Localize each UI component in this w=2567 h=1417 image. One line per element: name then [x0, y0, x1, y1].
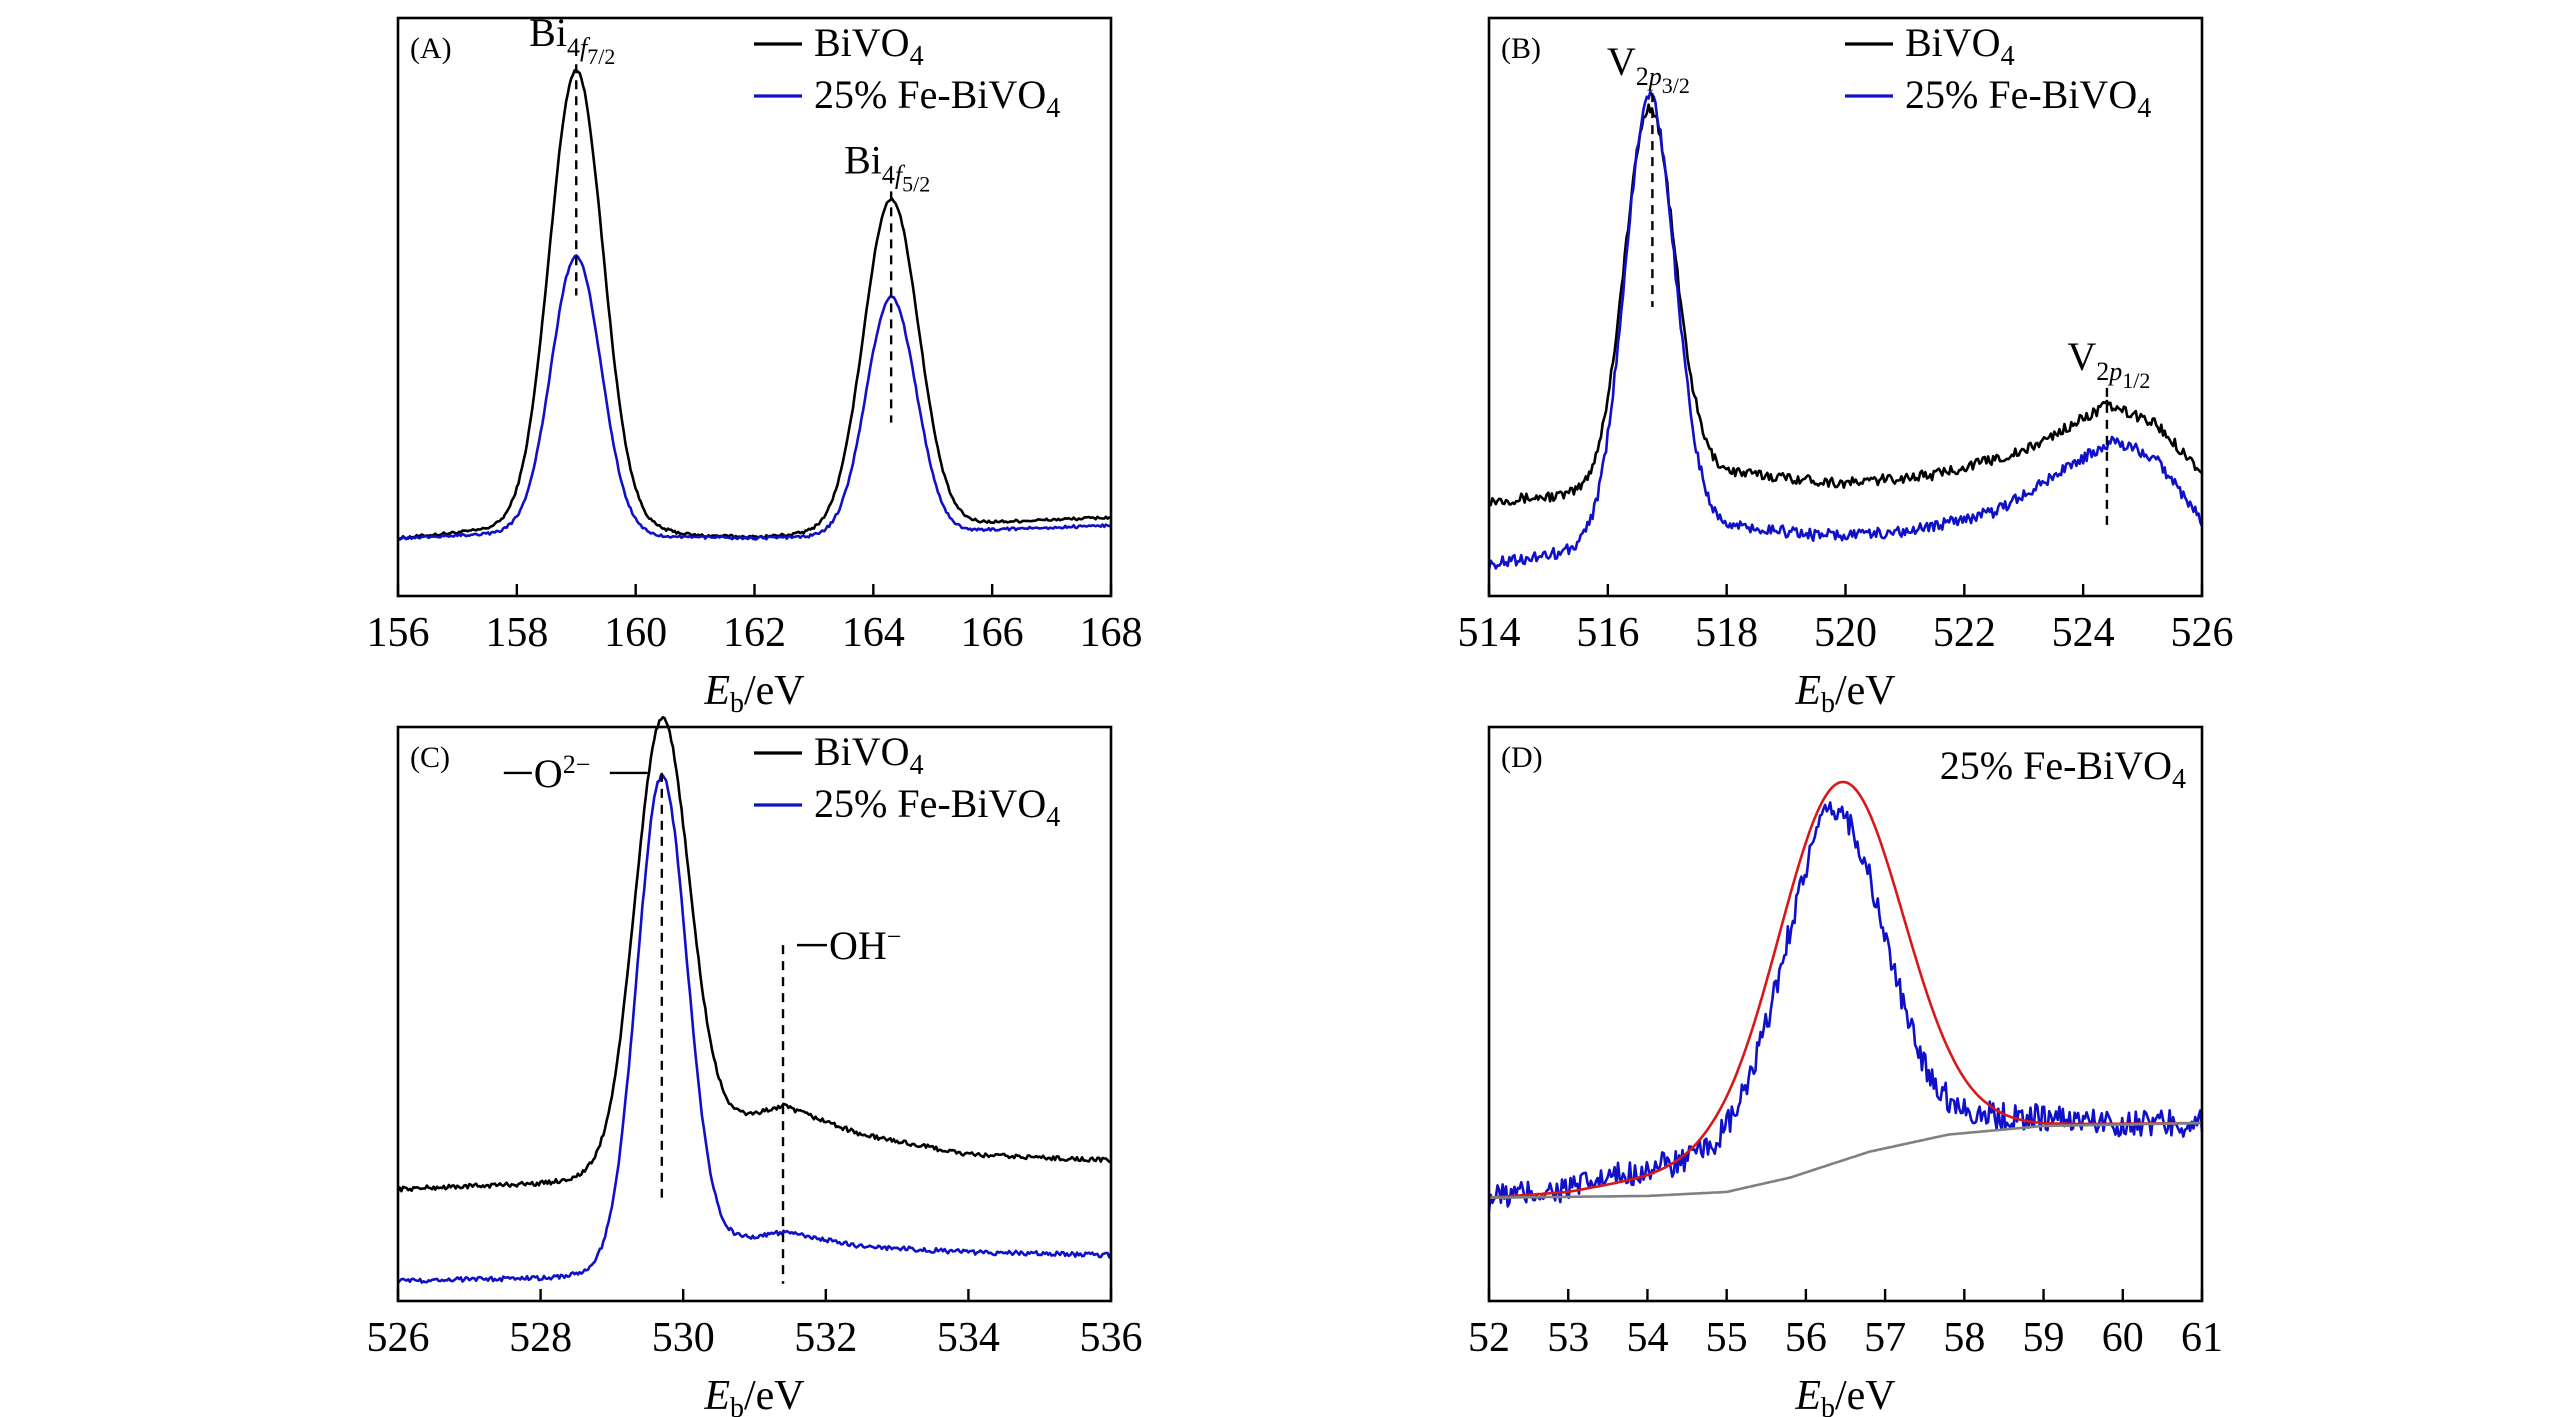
x-tick-label: 520 [1814, 610, 1877, 656]
legend-label: BiVO4 [814, 729, 924, 781]
x-axis-title: Eb/eV [1794, 1373, 1895, 1417]
x-tick-label: 524 [2052, 610, 2115, 656]
panel-label: (A) [410, 32, 452, 65]
panel-label: (C) [410, 741, 450, 774]
series-line-d-2 [1489, 1121, 2202, 1199]
panel-label: (B) [1501, 32, 1541, 65]
x-tick-label: 518 [1695, 610, 1758, 656]
x-tick-label: 59 [2023, 1315, 2065, 1361]
series-line-c-1 [396, 773, 1113, 1284]
x-tick-label: 166 [961, 610, 1024, 656]
peak-label: V2p3/2 [1607, 39, 1690, 98]
series-line-b-0 [1488, 103, 2203, 507]
plot-frame-d [1487, 725, 2204, 1303]
chart-d: 52 53 54 55 56 57 58 59 60 61 Eb/eV (D) 25% Fe-BiVO4 [1468, 725, 2223, 1417]
series-line-a-1 [397, 254, 1112, 541]
legend-label: BiVO4 [814, 20, 924, 72]
x-tick-label: 534 [937, 1315, 1000, 1361]
x-tick-label: 156 [367, 610, 430, 656]
x-tick-label: 514 [1458, 610, 1521, 656]
x-axis-title: Eb/eV [703, 668, 804, 719]
series-line-b-1 [1487, 90, 2204, 571]
legend-label: 25% Fe-BiVO4 [1905, 72, 2151, 124]
peak-label: V2p1/2 [2067, 334, 2150, 393]
x-tick-label: 61 [2181, 1315, 2223, 1361]
x-tick-label: 536 [1080, 1315, 1143, 1361]
peak-label: Bi4f7/2 [529, 10, 615, 69]
series-line-c-0 [396, 716, 1112, 1193]
series-line-a-0 [397, 68, 1112, 541]
x-tick-label: 164 [842, 610, 905, 656]
legend-label: 25% Fe-BiVO4 [814, 781, 1060, 833]
x-tick-label: 530 [652, 1315, 715, 1361]
hydroxyl-label: OH− [829, 922, 901, 968]
x-tick-label: 158 [485, 610, 548, 656]
legend-label: BiVO4 [1905, 20, 2015, 72]
x-tick-label: 56 [1785, 1315, 1827, 1361]
x-tick-label: 532 [794, 1315, 857, 1361]
x-tick-label: 526 [367, 1315, 430, 1361]
x-tick-label: 516 [1576, 610, 1639, 656]
oxygen-label: O2− [534, 750, 591, 796]
x-tick-label: 55 [1706, 1315, 1748, 1361]
x-tick-label: 52 [1468, 1315, 1510, 1361]
series-line-d-0 [1487, 801, 2204, 1212]
x-tick-label: 58 [1943, 1315, 1985, 1361]
x-axis-title: Eb/eV [1794, 668, 1895, 719]
series-line-d-1 [1488, 780, 2202, 1199]
legend-label: 25% Fe-BiVO4 [814, 72, 1060, 124]
x-tick-label: 60 [2102, 1315, 2144, 1361]
x-tick-label: 522 [1933, 610, 1996, 656]
x-tick-label: 162 [723, 610, 786, 656]
x-tick-label: 54 [1626, 1315, 1668, 1361]
plot-frame-c [396, 725, 1113, 1303]
x-tick-label: 526 [2171, 610, 2234, 656]
x-tick-label: 168 [1080, 610, 1143, 656]
x-axis-title: Eb/eV [703, 1373, 804, 1417]
peak-label: Bi4f5/2 [844, 137, 930, 196]
panel-label: (D) [1501, 741, 1543, 774]
x-tick-label: 53 [1547, 1315, 1589, 1361]
legend-title: 25% Fe-BiVO4 [1940, 743, 2186, 795]
x-tick-label: 57 [1864, 1315, 1906, 1361]
x-tick-label: 528 [509, 1315, 572, 1361]
x-tick-label: 160 [604, 610, 667, 656]
